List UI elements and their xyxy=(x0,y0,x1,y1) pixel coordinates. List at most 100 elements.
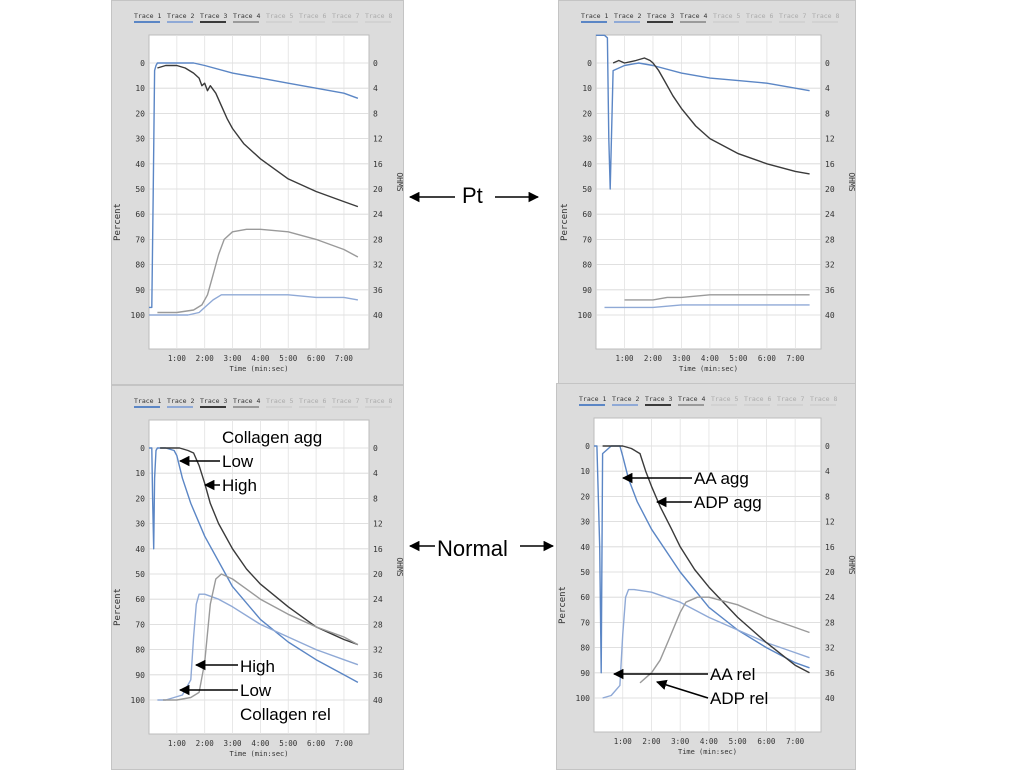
x-axis-label: Time (min:sec) xyxy=(229,365,288,373)
x-tick-label: 2:00 xyxy=(196,739,215,748)
x-tick-label: 3:00 xyxy=(671,737,690,746)
y2-tick-label: 32 xyxy=(373,646,383,655)
x-tick-label: 7:00 xyxy=(335,739,354,748)
y-tick-label: 100 xyxy=(576,694,591,703)
y-tick-label: 10 xyxy=(135,469,145,478)
y2-tick-label: 0 xyxy=(825,442,830,451)
series-line xyxy=(149,62,359,309)
y-tick-label: 70 xyxy=(135,620,145,629)
y-tick-label: 30 xyxy=(135,135,145,144)
y2-tick-label: 40 xyxy=(373,696,383,705)
y-tick-label: 20 xyxy=(135,109,145,118)
y2-tick-label: 24 xyxy=(373,595,383,604)
legend-entry: Trace 1 xyxy=(581,12,608,20)
y-tick-label: 10 xyxy=(580,467,590,476)
y-tick-label: 90 xyxy=(582,286,592,295)
y-tick-label: 80 xyxy=(135,261,145,270)
y2-tick-label: 24 xyxy=(825,210,835,219)
y-tick-label: 20 xyxy=(580,492,590,501)
legend-entry: Trace 7 xyxy=(779,12,806,20)
legend-entry: Trace 5 xyxy=(266,12,293,20)
y-tick-label: 40 xyxy=(135,545,145,554)
y-tick-label: 50 xyxy=(582,185,592,194)
chart-panel-top-right: Trace 1 Trace 2 Trace 3 Trace 4 Trace 5 Trace… xyxy=(558,0,856,385)
y2-tick-label: 12 xyxy=(825,135,835,144)
x-tick-label: 6:00 xyxy=(758,354,777,363)
series-line xyxy=(604,304,810,309)
y-tick-label: 0 xyxy=(585,442,590,451)
y2-tick-label: 28 xyxy=(825,618,835,627)
y-tick-label: 10 xyxy=(135,84,145,93)
y2-tick-label: 24 xyxy=(373,210,383,219)
legend-entry: Trace 3 xyxy=(200,12,227,20)
legend-entry: Trace 6 xyxy=(746,12,773,20)
legend-entry: Trace 1 xyxy=(134,12,161,20)
x-tick-label: 4:00 xyxy=(701,354,720,363)
legend-entry: Trace 8 xyxy=(812,12,839,20)
y-tick-label: 0 xyxy=(140,444,145,453)
y2-axis-label: OHMS xyxy=(847,172,855,191)
x-tick-label: 5:00 xyxy=(279,739,298,748)
y2-tick-label: 8 xyxy=(373,109,378,118)
plot-area xyxy=(593,417,822,733)
y2-tick-label: 12 xyxy=(825,518,835,527)
y-axis-label: Percent xyxy=(113,203,123,241)
legend-entry: Trace 8 xyxy=(365,397,392,405)
legend-entry: Trace 1 xyxy=(134,397,161,405)
center-label-normal: Normal xyxy=(437,536,508,561)
y-tick-label: 100 xyxy=(578,311,593,320)
x-tick-label: 2:00 xyxy=(644,354,663,363)
y-tick-label: 60 xyxy=(135,210,145,219)
x-tick-label: 5:00 xyxy=(279,354,298,363)
legend-entry: Trace 5 xyxy=(711,395,738,403)
y-axis-label: Percent xyxy=(113,588,123,626)
x-tick-label: 3:00 xyxy=(224,354,243,363)
y2-tick-label: 20 xyxy=(373,185,383,194)
y2-tick-label: 36 xyxy=(825,669,835,678)
series-line xyxy=(596,34,810,190)
legend-entry: Trace 6 xyxy=(299,397,326,405)
y2-axis-label: OHMS xyxy=(395,172,403,191)
y-tick-label: 10 xyxy=(582,84,592,93)
center-label-pt: Pt xyxy=(462,183,483,208)
legend-entry: Trace 8 xyxy=(810,395,837,403)
x-tick-label: 5:00 xyxy=(729,354,748,363)
y-tick-label: 20 xyxy=(135,494,145,503)
x-tick-label: 3:00 xyxy=(672,354,691,363)
series-line xyxy=(624,294,810,301)
series-line xyxy=(639,596,810,684)
y-tick-label: 0 xyxy=(587,59,592,68)
series-line xyxy=(162,573,359,701)
y-tick-label: 70 xyxy=(580,618,590,627)
y2-tick-label: 4 xyxy=(825,84,830,93)
legend-entry: Trace 2 xyxy=(167,397,194,405)
y-tick-label: 20 xyxy=(582,109,592,118)
y2-tick-label: 16 xyxy=(373,545,383,554)
y2-tick-label: 0 xyxy=(825,59,830,68)
x-tick-label: 4:00 xyxy=(251,354,270,363)
y2-tick-label: 36 xyxy=(825,286,835,295)
chart-bottom-right: Trace 1 Trace 2 Trace 3 Trace 4 Trace 5 Trace… xyxy=(558,395,855,756)
y-tick-label: 40 xyxy=(135,160,145,169)
x-tick-label: 3:00 xyxy=(224,739,243,748)
annotation-collagen-rel: Collagen rel xyxy=(240,705,331,724)
legend-entry: Trace 2 xyxy=(614,12,641,20)
series-line xyxy=(157,593,359,701)
series-line xyxy=(149,447,359,684)
y2-tick-label: 12 xyxy=(373,520,383,529)
legend-entry: Trace 7 xyxy=(332,397,359,405)
x-axis-label: Time (min:sec) xyxy=(678,748,737,756)
chart-panel-bottom-left: Trace 1 Trace 2 Trace 3 Trace 4 Trace 5 Trace… xyxy=(111,385,404,770)
plot-area xyxy=(148,34,370,350)
plot-area xyxy=(148,419,370,735)
y-tick-label: 50 xyxy=(580,568,590,577)
y-tick-label: 60 xyxy=(582,210,592,219)
legend-entry: Trace 4 xyxy=(680,12,707,20)
chart-top-left: Trace 1 Trace 2 Trace 3 Trace 4 Trace 5 Trace… xyxy=(113,12,403,373)
annotation-low-top: Low xyxy=(222,452,254,471)
y-tick-label: 60 xyxy=(580,593,590,602)
x-tick-label: 6:00 xyxy=(757,737,776,746)
y2-tick-label: 28 xyxy=(825,235,835,244)
y-tick-label: 70 xyxy=(135,235,145,244)
y-axis-label: Percent xyxy=(560,203,570,241)
